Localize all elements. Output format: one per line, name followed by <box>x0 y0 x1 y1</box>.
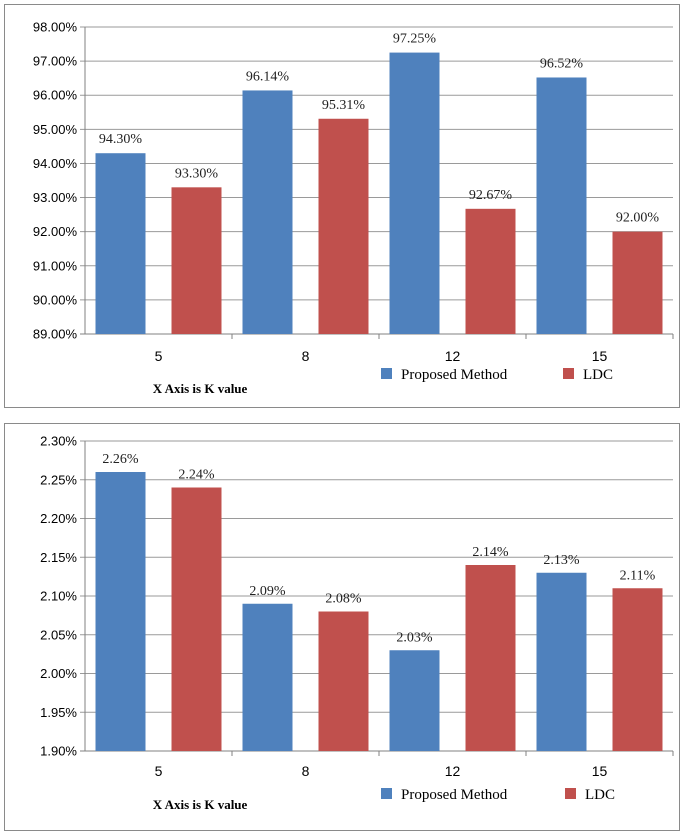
y-tick-label: 96.00% <box>33 88 78 103</box>
bar-ldc-k5 <box>171 187 222 334</box>
y-tick-label: 2.10% <box>40 589 77 604</box>
x-tick-label: 5 <box>155 348 163 364</box>
x-tick-label: 15 <box>592 348 608 364</box>
data-label: 2.03% <box>396 630 433 645</box>
data-label: 93.30% <box>175 166 219 181</box>
x-tick-label: 8 <box>302 348 310 364</box>
y-tick-label: 2.05% <box>40 627 77 642</box>
x-tick-label: 8 <box>302 763 310 779</box>
x-axis-label: X Axis is K value <box>153 381 248 396</box>
legend-label: LDC <box>585 787 615 803</box>
x-tick-label: 12 <box>445 348 461 364</box>
y-tick-label: 2.30% <box>40 434 77 449</box>
y-tick-label: 2.00% <box>40 666 77 681</box>
x-tick-label: 12 <box>445 763 461 779</box>
legend-label: LDC <box>583 367 613 383</box>
x-axis-label: X Axis is K value <box>153 797 248 812</box>
bar-ldc-k5 <box>171 487 222 751</box>
bar-proposed-method-k5 <box>95 153 146 334</box>
data-label: 2.14% <box>472 545 509 560</box>
data-label: 2.08% <box>325 592 362 607</box>
legend-label: Proposed Method <box>401 787 508 803</box>
y-tick-label: 94.00% <box>33 156 78 171</box>
bar-proposed-method-k15 <box>536 572 587 751</box>
y-tick-label: 1.90% <box>40 744 77 759</box>
y-tick-label: 2.20% <box>40 511 77 526</box>
bar-ldc-k15 <box>612 231 663 334</box>
accuracy-chart-panel: 98.00% 97.00% 96.00% 95.00% 94.00% 93.00% 92.0… <box>4 4 680 408</box>
data-label: 2.26% <box>102 452 139 467</box>
bar-proposed-method-k15 <box>536 77 587 335</box>
data-label: 2.09% <box>249 584 286 599</box>
bar-ldc-k12 <box>465 565 516 751</box>
y-tick-label: 92.00% <box>33 224 78 239</box>
bar-proposed-method-k8 <box>242 90 293 335</box>
bar-ldc-k15 <box>612 588 663 751</box>
data-label: 96.14% <box>246 69 290 84</box>
y-tick-label: 1.95% <box>40 705 77 720</box>
bar-ldc-k8 <box>318 611 369 751</box>
bar-proposed-method-k12 <box>389 52 440 334</box>
legend-swatch <box>565 788 576 799</box>
y-tick-label: 2.25% <box>40 472 77 487</box>
x-tick-label: 15 <box>592 763 608 779</box>
bar-proposed-method-k8 <box>242 603 293 751</box>
accuracy-bar-chart: 98.00% 97.00% 96.00% 95.00% 94.00% 93.00% 92.0… <box>33 20 674 396</box>
data-label: 92.67% <box>469 188 513 203</box>
data-label: 2.24% <box>178 468 215 483</box>
y-tick-label: 91.00% <box>33 258 78 273</box>
data-label: 92.00% <box>616 211 660 226</box>
y-tick-label: 98.00% <box>33 20 78 35</box>
data-label: 94.30% <box>99 132 143 147</box>
legend-swatch <box>563 368 574 379</box>
legend-swatch <box>381 368 392 379</box>
legend-swatch <box>381 788 392 799</box>
bar-proposed-method-k12 <box>389 650 440 751</box>
y-tick-label: 90.00% <box>33 292 78 307</box>
y-tick-label: 2.15% <box>40 550 77 565</box>
error-rate-bar-chart: 2.30% 2.25% 2.20% 2.15% 2.10% 2.05% 2.00% 1.95%… <box>40 434 674 812</box>
y-tick-label: 95.00% <box>33 122 78 137</box>
data-label: 2.11% <box>620 568 656 583</box>
bar-ldc-k8 <box>318 118 369 335</box>
data-label: 97.25% <box>393 32 437 47</box>
bar-proposed-method-k5 <box>95 472 146 751</box>
error-rate-chart-panel: 2.30% 2.25% 2.20% 2.15% 2.10% 2.05% 2.00% 1.95%… <box>4 423 680 831</box>
legend-label: Proposed Method <box>401 367 508 383</box>
bar-ldc-k12 <box>465 208 516 334</box>
y-tick-label: 97.00% <box>33 54 78 69</box>
data-label: 2.13% <box>543 553 580 568</box>
x-tick-label: 5 <box>155 763 163 779</box>
y-tick-label: 89.00% <box>33 327 78 342</box>
y-tick-label: 93.00% <box>33 190 78 205</box>
data-label: 95.31% <box>322 98 366 113</box>
data-label: 96.52% <box>540 56 584 71</box>
